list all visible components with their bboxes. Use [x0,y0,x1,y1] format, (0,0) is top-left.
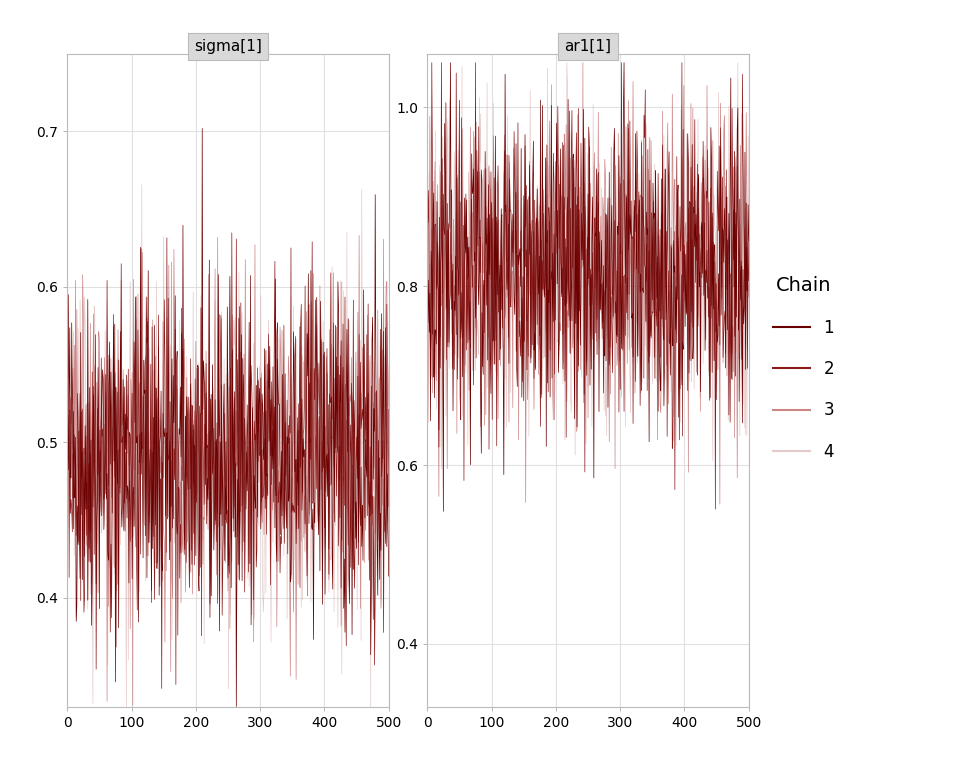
Title: sigma[1]: sigma[1] [194,38,262,54]
Title: ar1[1]: ar1[1] [564,38,612,54]
Legend: 1, 2, 3, 4: 1, 2, 3, 4 [767,270,841,468]
